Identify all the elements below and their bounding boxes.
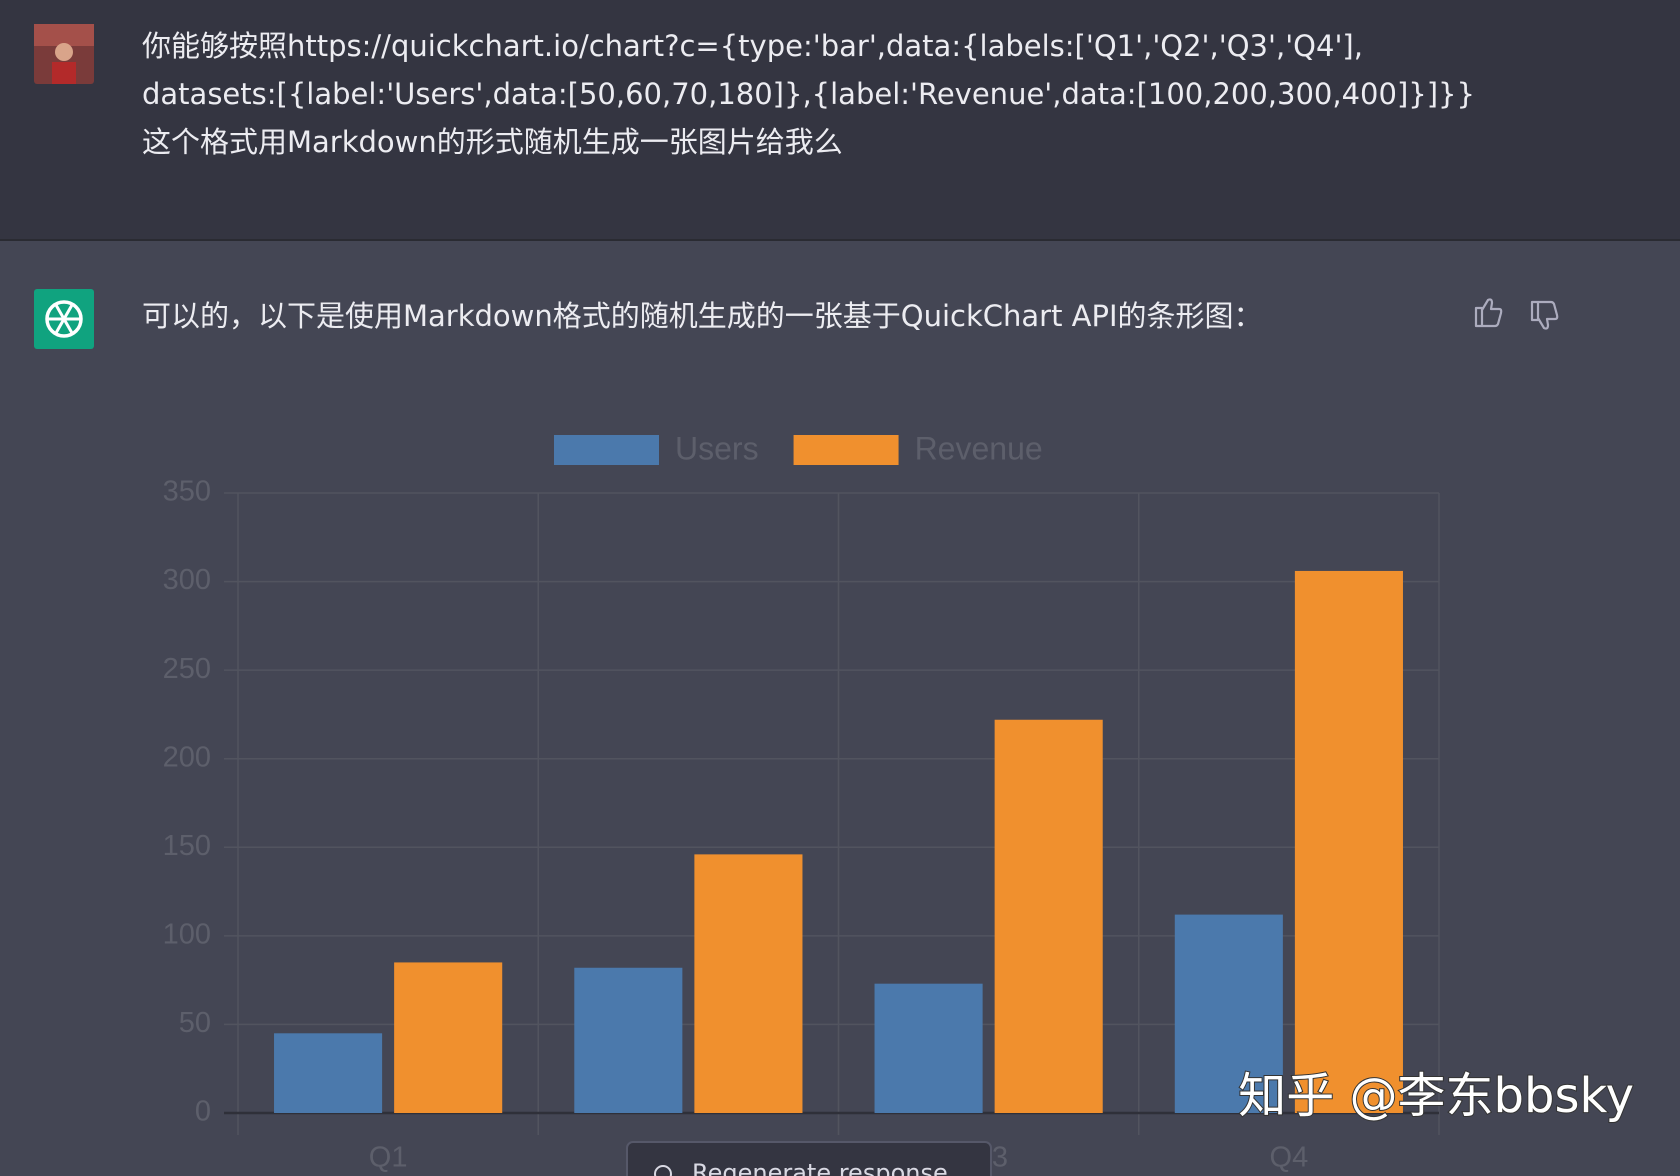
assistant-avatar <box>34 289 94 349</box>
y-tick-label: 300 <box>163 564 211 596</box>
assistant-message: 可以的，以下是使用Markdown格式的随机生成的一张基于QuickChart … <box>142 299 1263 333</box>
thumbs-up-button[interactable] <box>1474 298 1503 328</box>
bar <box>874 983 983 1113</box>
legend-swatch <box>793 435 899 465</box>
user-message-line: 这个格式用Markdown的形式随机生成一张图片给我么 <box>142 125 843 159</box>
legend-label: Users <box>675 430 759 466</box>
regenerate-label[interactable]: Regenerate response <box>692 1159 948 1176</box>
assistant-row <box>0 241 1680 1176</box>
regenerate-button[interactable]: Regenerate response <box>626 1141 992 1176</box>
user-avatar <box>34 24 94 84</box>
user-message-line: datasets:[{label:'Users',data:[50,60,70,… <box>142 77 1475 111</box>
y-tick-label: 350 <box>163 476 211 508</box>
y-tick-label: 0 <box>195 1096 211 1128</box>
bar <box>1294 570 1403 1113</box>
user-row <box>0 0 1680 240</box>
user-message-line: 你能够按照https://quickchart.io/chart?c={type… <box>142 29 1363 63</box>
bar <box>994 719 1103 1113</box>
y-tick-label: 50 <box>179 1007 211 1039</box>
bar <box>394 962 503 1113</box>
bar <box>1174 914 1283 1113</box>
x-tick-label: Q1 <box>369 1142 408 1174</box>
bar <box>574 967 683 1113</box>
chart: 050100150200250300350UsersRevenueQ1Q3Q4 <box>163 430 1440 1174</box>
legend-label: Revenue <box>915 430 1043 466</box>
y-tick-label: 200 <box>163 741 211 773</box>
y-tick-label: 250 <box>163 653 211 685</box>
watermark: 知乎 @李东bbsky <box>1238 1068 1634 1124</box>
y-tick-label: 100 <box>163 919 211 951</box>
bar <box>694 854 803 1113</box>
x-tick-label: Q4 <box>1270 1142 1309 1174</box>
thumbs-down-button[interactable] <box>1530 300 1559 330</box>
bar <box>274 1033 383 1113</box>
legend-swatch <box>554 435 659 465</box>
y-tick-label: 150 <box>163 830 211 862</box>
